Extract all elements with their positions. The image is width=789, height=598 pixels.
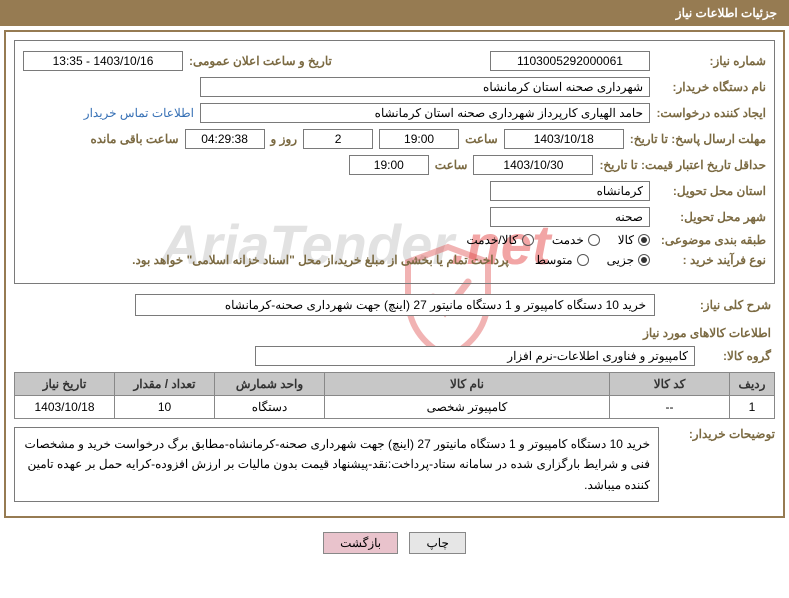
radio-both[interactable]: کالا/خدمت bbox=[466, 233, 533, 247]
goods-section-title: اطلاعات کالاهای مورد نیاز bbox=[18, 326, 771, 340]
radio-dot-icon bbox=[577, 254, 589, 266]
radio-dot-icon bbox=[638, 234, 650, 246]
countdown-value: 04:29:38 bbox=[185, 129, 265, 149]
radio-dot-icon bbox=[522, 234, 534, 246]
radio-dot-icon bbox=[638, 254, 650, 266]
category-label: طبقه بندی موضوعی: bbox=[656, 233, 766, 247]
cell-qty: 10 bbox=[115, 396, 215, 419]
print-button[interactable]: چاپ bbox=[409, 532, 465, 554]
buyer-notes-text: خرید 10 دستگاه کامپیوتر و 1 دستگاه مانیت… bbox=[14, 427, 659, 502]
city-label: شهر محل تحویل: bbox=[656, 210, 766, 224]
th-row-num: ردیف bbox=[730, 373, 775, 396]
response-deadline-label: مهلت ارسال پاسخ: تا تاریخ: bbox=[630, 132, 766, 146]
radio-service-label: خدمت bbox=[552, 233, 584, 247]
time-label-1: ساعت bbox=[465, 132, 498, 146]
province-value: کرمانشاه bbox=[490, 181, 650, 201]
days-and-label: روز و bbox=[271, 132, 298, 146]
cell-row-num: 1 bbox=[730, 396, 775, 419]
summary-title-value: خرید 10 دستگاه کامپیوتر و 1 دستگاه مانیت… bbox=[135, 294, 655, 316]
group-value: کامپیوتر و فناوری اطلاعات-نرم افزار bbox=[255, 346, 695, 366]
cell-need-date: 1403/10/18 bbox=[15, 396, 115, 419]
min-validity-label: حداقل تاریخ اعتبار قیمت: تا تاریخ: bbox=[599, 158, 766, 172]
radio-dot-icon bbox=[588, 234, 600, 246]
payment-note: پرداخت تمام یا بخشی از مبلغ خرید،از محل … bbox=[132, 253, 509, 267]
radio-both-label: کالا/خدمت bbox=[466, 233, 517, 247]
buyer-notes-label: توضیحات خریدار: bbox=[665, 427, 775, 441]
announce-date-label: تاریخ و ساعت اعلان عمومی: bbox=[189, 54, 332, 68]
buyer-org-value: شهرداری صحنه استان کرمانشاه bbox=[200, 77, 650, 97]
header-title: جزئیات اطلاعات نیاز bbox=[0, 0, 789, 26]
buttons-row: چاپ بازگشت bbox=[0, 522, 789, 558]
time-label-2: ساعت bbox=[435, 158, 468, 172]
main-frame: AriaTender.net شماره نیاز: 1103005292000… bbox=[4, 30, 785, 518]
requester-label: ایجاد کننده درخواست: bbox=[656, 106, 766, 120]
min-validity-time-value: 19:00 bbox=[349, 155, 429, 175]
back-button[interactable]: بازگشت bbox=[323, 532, 398, 554]
purchase-radio-group: جزیی متوسط bbox=[535, 253, 650, 267]
info-section: شماره نیاز: 1103005292000061 تاریخ و ساع… bbox=[14, 40, 775, 284]
need-number-value: 1103005292000061 bbox=[490, 51, 650, 71]
cell-item-code: -- bbox=[610, 396, 730, 419]
city-value: صحنه bbox=[490, 207, 650, 227]
days-value: 2 bbox=[303, 129, 373, 149]
radio-service[interactable]: خدمت bbox=[552, 233, 600, 247]
table-row: 1 -- کامپیوتر شخصی دستگاه 10 1403/10/18 bbox=[15, 396, 775, 419]
category-radio-group: کالا خدمت کالا/خدمت bbox=[466, 233, 650, 247]
radio-partial[interactable]: جزیی bbox=[607, 253, 650, 267]
province-label: استان محل تحویل: bbox=[656, 184, 766, 198]
items-table: ردیف کد کالا نام کالا واحد شمارش تعداد /… bbox=[14, 372, 775, 419]
min-validity-date-value: 1403/10/30 bbox=[473, 155, 593, 175]
th-need-date: تاریخ نیاز bbox=[15, 373, 115, 396]
requester-value: حامد الهیاری کارپرداز شهرداری صحنه استان… bbox=[200, 103, 650, 123]
radio-goods[interactable]: کالا bbox=[618, 233, 650, 247]
th-unit: واحد شمارش bbox=[215, 373, 325, 396]
purchase-type-label: نوع فرآیند خرید : bbox=[656, 253, 766, 267]
response-time-value: 19:00 bbox=[379, 129, 459, 149]
cell-item-name: کامپیوتر شخصی bbox=[325, 396, 610, 419]
th-item-name: نام کالا bbox=[325, 373, 610, 396]
radio-partial-label: جزیی bbox=[607, 253, 634, 267]
summary-title-label: شرح کلی نیاز: bbox=[661, 298, 771, 312]
remaining-label: ساعت باقی مانده bbox=[90, 132, 178, 146]
cell-unit: دستگاه bbox=[215, 396, 325, 419]
radio-goods-label: کالا bbox=[618, 233, 634, 247]
announce-date-value: 1403/10/16 - 13:35 bbox=[23, 51, 183, 71]
response-date-value: 1403/10/18 bbox=[504, 129, 624, 149]
need-number-label: شماره نیاز: bbox=[656, 54, 766, 68]
group-label: گروه کالا: bbox=[701, 349, 771, 363]
th-qty: تعداد / مقدار bbox=[115, 373, 215, 396]
contact-link[interactable]: اطلاعات تماس خریدار bbox=[84, 106, 194, 120]
buyer-org-label: نام دستگاه خریدار: bbox=[656, 80, 766, 94]
th-item-code: کد کالا bbox=[610, 373, 730, 396]
radio-medium[interactable]: متوسط bbox=[535, 253, 589, 267]
radio-medium-label: متوسط bbox=[535, 253, 573, 267]
